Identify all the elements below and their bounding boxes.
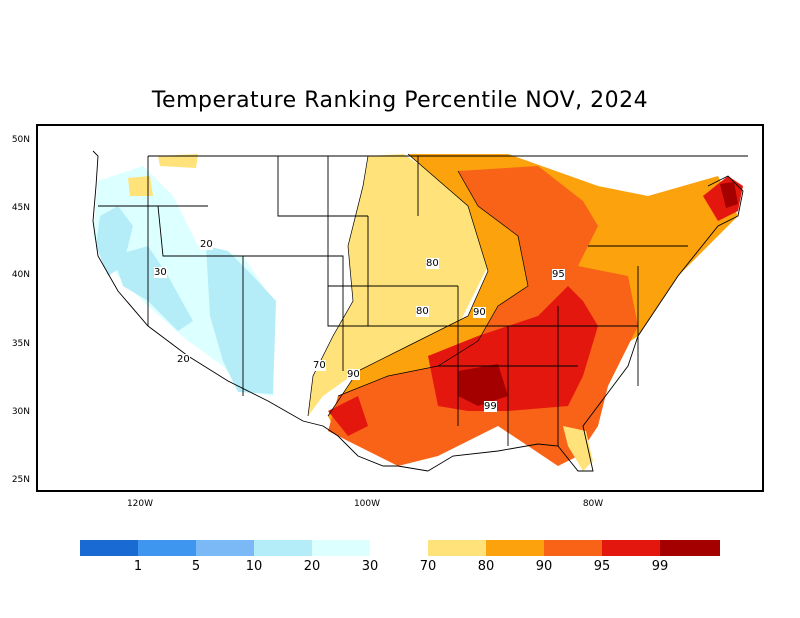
colorbar-swatch bbox=[196, 540, 254, 556]
colorbar-label: 90 bbox=[535, 559, 553, 574]
warm-patch-id bbox=[128, 176, 153, 196]
contour-label: 99 bbox=[484, 401, 497, 412]
colorbar-swatch bbox=[660, 540, 720, 556]
warm-region-99 bbox=[458, 364, 508, 406]
colorbar-swatch bbox=[486, 540, 544, 556]
lat-label: 25N bbox=[11, 475, 30, 485]
contour-label: 80 bbox=[416, 306, 429, 317]
contour-label: 90 bbox=[347, 369, 360, 380]
lat-label: 40N bbox=[11, 270, 30, 280]
contour-label: 20 bbox=[200, 239, 213, 250]
us-temperature-map bbox=[92, 150, 748, 472]
lon-label: 100W bbox=[353, 499, 381, 509]
lat-label: 50N bbox=[11, 135, 30, 145]
colorbar-swatch bbox=[138, 540, 196, 556]
contour-label: 95 bbox=[552, 269, 565, 280]
cold-region-10-20b bbox=[113, 246, 193, 331]
warm-region-99-ne bbox=[720, 182, 738, 208]
colorbar-swatch bbox=[602, 540, 660, 556]
colorbar-label: 30 bbox=[361, 559, 379, 574]
lat-label: 35N bbox=[11, 339, 30, 349]
contour-label: 80 bbox=[426, 258, 439, 269]
map-title: Temperature Ranking Percentile NOV, 2024 bbox=[151, 88, 649, 113]
lon-label: 120W bbox=[126, 499, 154, 509]
colorbar-label: 20 bbox=[303, 559, 321, 574]
map-frame bbox=[36, 124, 764, 492]
colorbar-label: 70 bbox=[419, 559, 437, 574]
contour-label: 90 bbox=[473, 307, 486, 318]
lat-label: 45N bbox=[11, 203, 30, 213]
colorbar-swatch bbox=[254, 540, 312, 556]
lon-label: 80W bbox=[582, 499, 604, 509]
colorbar-label: 5 bbox=[191, 559, 201, 574]
colorbar-label: 1 bbox=[133, 559, 143, 574]
colorbar-swatch bbox=[80, 540, 138, 556]
warm-region-70-80 bbox=[308, 154, 488, 416]
warm-region-95-99-tx bbox=[328, 396, 368, 436]
colorbar-label: 99 bbox=[651, 559, 669, 574]
warm-patch-mt bbox=[158, 154, 198, 168]
contour-label: 30 bbox=[154, 267, 167, 278]
colorbar-label: 95 bbox=[593, 559, 611, 574]
contour-label: 70 bbox=[313, 360, 326, 371]
colorbar-swatch bbox=[544, 540, 602, 556]
colorbar-swatch bbox=[312, 540, 370, 556]
state-boundaries bbox=[92, 150, 748, 472]
colorbar-label: 10 bbox=[245, 559, 263, 574]
colorbar-label: 80 bbox=[477, 559, 495, 574]
cold-region-10-20c bbox=[206, 246, 276, 394]
lat-label: 30N bbox=[11, 407, 30, 417]
colorbar-swatch bbox=[428, 540, 486, 556]
contour-label: 20 bbox=[177, 354, 190, 365]
